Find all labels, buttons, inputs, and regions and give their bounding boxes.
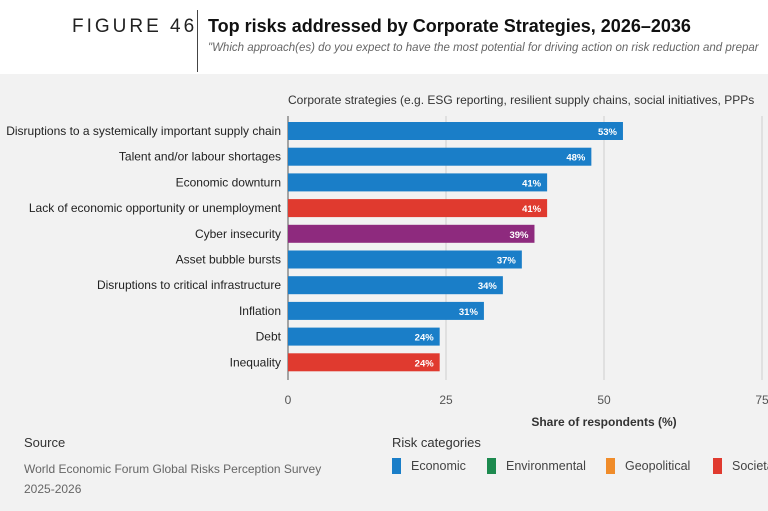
legend-title: Risk categories xyxy=(392,435,481,450)
legend-item: Geopolitical xyxy=(606,458,690,474)
x-tick-labels: 0 25 50 75 xyxy=(285,393,768,407)
bar-chart: Corporate strategies (e.g. ESG reporting… xyxy=(6,93,768,429)
figure-subtitle: "Which approach(es) do you expect to hav… xyxy=(208,42,759,54)
bar xyxy=(288,147,592,166)
bar xyxy=(288,327,440,346)
x-axis-title: Share of respondents (%) xyxy=(531,415,676,429)
source-text: World Economic Forum Global Risks Percep… xyxy=(24,462,322,496)
x-tick-label: 25 xyxy=(439,393,453,407)
legend-label: Societa xyxy=(732,459,768,473)
bar-value-label: 39% xyxy=(509,230,529,241)
bar-value-label: 24% xyxy=(415,333,435,344)
x-tick-label: 0 xyxy=(285,393,292,407)
legend-swatch xyxy=(713,458,722,474)
category-label: Disruptions to a systemically important … xyxy=(6,124,281,138)
bar-value-label: 34% xyxy=(478,281,498,292)
bar xyxy=(288,122,623,140)
category-label: Disruptions to critical infrastructure xyxy=(97,278,281,292)
legend-items: Economic Environmental Geopolitical Societa xyxy=(392,458,768,478)
legend-item: Environmental xyxy=(487,458,586,474)
bar xyxy=(288,301,484,320)
category-labels: Disruptions to a systemically important … xyxy=(6,124,281,369)
bar xyxy=(288,199,548,218)
bar-value-label: 37% xyxy=(497,256,517,267)
category-label: Debt xyxy=(256,330,282,344)
category-label: Inflation xyxy=(239,304,281,318)
bars: 53% 48% 41% 41% 39% 37% 34% 31% 24% 24% xyxy=(288,122,623,372)
bar-value-label: 41% xyxy=(522,204,542,215)
figure-header: FIGURE 46 Top risks addressed by Corpora… xyxy=(0,0,768,74)
legend-label: Economic xyxy=(411,459,466,473)
legend-swatch xyxy=(606,458,615,474)
source-heading: Source xyxy=(24,435,66,450)
legend-item: Societa xyxy=(713,458,768,474)
legend: Risk categories Economic Environmental Geo… xyxy=(392,435,768,478)
bar xyxy=(288,250,522,269)
x-tick-label: 50 xyxy=(597,393,611,407)
bar xyxy=(288,224,535,243)
figure-title: Top risks addressed by Corporate Strateg… xyxy=(208,16,691,36)
category-label: Talent and/or labour shortages xyxy=(119,150,281,164)
header-divider xyxy=(197,10,198,72)
x-tick-label: 75 xyxy=(755,393,768,407)
legend-swatch xyxy=(487,458,496,474)
category-label: Asset bubble bursts xyxy=(176,253,281,267)
category-label: Cyber insecurity xyxy=(195,227,281,241)
source-block: Source World Economic Forum Global Risks… xyxy=(24,435,344,499)
chart-title: Corporate strategies (e.g. ESG reporting… xyxy=(288,93,754,107)
bar-value-label: 53% xyxy=(598,127,618,138)
figure-number: FIGURE 46 xyxy=(72,16,198,37)
bar xyxy=(288,276,503,295)
legend-swatch xyxy=(392,458,401,474)
category-label: Economic downturn xyxy=(176,175,281,189)
bar xyxy=(288,173,548,192)
bar-value-label: 41% xyxy=(522,178,542,189)
legend-item: Economic xyxy=(392,458,466,474)
category-label: Lack of economic opportunity or unemploy… xyxy=(29,201,282,215)
bar-value-label: 24% xyxy=(415,358,435,369)
bar-value-label: 48% xyxy=(566,153,586,164)
bar-value-label: 31% xyxy=(459,307,479,318)
bar xyxy=(288,353,440,372)
category-label: Inequality xyxy=(230,355,281,369)
legend-label: Environmental xyxy=(506,459,586,473)
legend-label: Geopolitical xyxy=(625,459,691,473)
